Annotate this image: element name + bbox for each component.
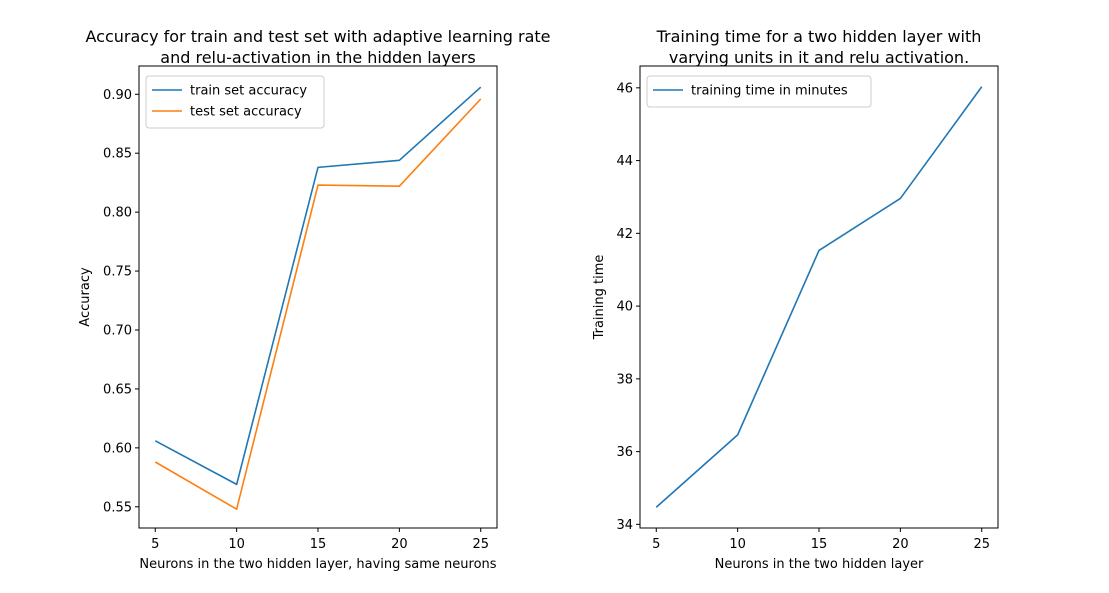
x-axis-label: Neurons in the two hidden layer [715, 557, 924, 572]
legend-box [145, 75, 325, 129]
chart-title-line: Training time for a two hidden layer wit… [656, 27, 982, 46]
y-tick-label: 0.55 [103, 500, 132, 515]
x-axis-label: Neurons in the two hidden layer, having … [139, 557, 496, 572]
chart-title-line: varying units in it and relu activation. [669, 48, 969, 67]
y-axis-label: Training time [592, 255, 607, 341]
legend-box [646, 75, 872, 108]
y-tick-label: 46 [616, 81, 633, 96]
y-tick-label: 0.90 [103, 88, 132, 103]
chart-2: Training time for a two hidden layer wit… [592, 27, 999, 572]
chart-title-line: and relu-activation in the hidden layers [160, 48, 475, 67]
x-tick-label: 5 [652, 537, 660, 552]
x-tick-label: 10 [729, 537, 746, 552]
y-tick-label: 34 [616, 518, 633, 533]
series-line-2 [154, 98, 482, 510]
plot-frame [639, 65, 999, 529]
legend: training time in minutes [646, 75, 872, 108]
y-tick-label: 36 [616, 445, 633, 460]
x-tick-label: 15 [811, 537, 828, 552]
y-tick-label: 44 [616, 154, 633, 169]
legend-label: training time in minutes [691, 84, 848, 99]
y-tick-label: 0.75 [103, 265, 132, 280]
y-tick-label: 38 [616, 372, 633, 387]
legend-label: test set accuracy [190, 105, 302, 120]
y-tick-label: 0.70 [103, 324, 132, 339]
x-tick-label: 10 [228, 537, 245, 552]
y-tick-label: 0.60 [103, 441, 132, 456]
chart-title-line: Accuracy for train and test set with ada… [85, 27, 550, 46]
x-tick-label: 20 [892, 537, 909, 552]
y-axis-label: Accuracy [78, 267, 93, 327]
legend-label: train set accuracy [190, 84, 307, 99]
series-line-1 [655, 86, 983, 508]
x-tick-label: 5 [151, 537, 159, 552]
x-tick-label: 20 [391, 537, 408, 552]
y-tick-label: 0.80 [103, 206, 132, 221]
x-tick-label: 15 [310, 537, 327, 552]
y-tick-label: 0.85 [103, 147, 132, 162]
series-line-1 [154, 86, 482, 486]
x-tick-label: 25 [472, 537, 489, 552]
chart-1: Accuracy for train and test set with ada… [78, 27, 551, 572]
y-tick-label: 0.65 [103, 382, 132, 397]
y-tick-label: 42 [616, 227, 633, 242]
plot-frame [138, 65, 498, 529]
legend: train set accuracy test set accuracy [145, 75, 325, 129]
y-tick-label: 40 [616, 300, 633, 315]
x-tick-label: 25 [973, 537, 990, 552]
